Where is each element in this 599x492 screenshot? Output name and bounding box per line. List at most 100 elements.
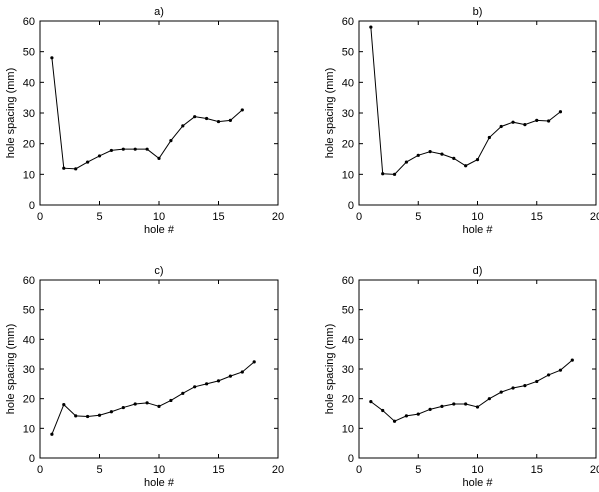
x-tick-label-b-0: 0 bbox=[356, 211, 362, 223]
y-tick-label-a-0: 0 bbox=[29, 200, 35, 212]
y-axis-label-a: hole spacing (mm) bbox=[5, 68, 17, 158]
data-point-c-14 bbox=[205, 382, 209, 386]
y-tick-label-d-50: 50 bbox=[342, 305, 354, 317]
x-tick-label-c-15: 15 bbox=[212, 464, 224, 476]
y-tick-label-b-40: 40 bbox=[342, 77, 354, 89]
y-tick-label-c-60: 60 bbox=[23, 275, 35, 287]
y-tick-label-b-60: 60 bbox=[342, 16, 354, 28]
data-point-c-5 bbox=[97, 413, 102, 417]
x-tick-label-d-20: 20 bbox=[590, 464, 599, 476]
x-axis-label-a: hole # bbox=[144, 224, 175, 236]
data-point-b-15 bbox=[535, 118, 539, 122]
y-tick-label-b-50: 50 bbox=[342, 47, 354, 59]
data-point-b-5 bbox=[416, 153, 420, 157]
data-point-d-5 bbox=[416, 412, 420, 416]
x-tick-label-b-5: 5 bbox=[415, 211, 421, 223]
x-axis-label-d: hole # bbox=[463, 477, 494, 489]
x-tick-label-c-10: 10 bbox=[153, 464, 165, 476]
data-point-c-12 bbox=[181, 391, 185, 395]
panel-a: 0 5 10 15 20 0 10 20 30 40 50 60 a) hole # hole spacin… bbox=[5, 6, 284, 236]
data-point-b-3 bbox=[392, 172, 397, 176]
data-point-a-6 bbox=[109, 148, 113, 153]
series-line-d bbox=[370, 359, 573, 422]
data-point-d-16 bbox=[547, 373, 551, 377]
plot-frame-a bbox=[39, 20, 279, 206]
data-point-a-7 bbox=[121, 147, 125, 151]
x-tick-label-a-20: 20 bbox=[272, 211, 284, 223]
y-tick-label-b-10: 10 bbox=[342, 169, 354, 181]
data-point-c-9 bbox=[145, 401, 149, 405]
y-tick-label-d-0: 0 bbox=[348, 453, 354, 465]
panel-title-a: a) bbox=[154, 6, 164, 18]
y-tick-label-a-40: 40 bbox=[23, 77, 35, 89]
panel-title-b: b) bbox=[473, 6, 483, 18]
x-tick-label-c-0: 0 bbox=[37, 464, 43, 476]
panel-c: 0 5 10 15 20 0 10 20 30 40 50 60 c) hole # hole spacin… bbox=[5, 265, 284, 489]
data-point-d-10 bbox=[475, 405, 480, 409]
data-point-c-1 bbox=[50, 432, 54, 436]
data-point-a-12 bbox=[181, 124, 185, 128]
data-point-a-15 bbox=[216, 119, 221, 124]
y-tick-label-b-20: 20 bbox=[342, 139, 354, 151]
data-point-c-13 bbox=[193, 385, 197, 389]
plot-frame-c bbox=[39, 279, 279, 459]
data-point-c-15 bbox=[216, 379, 221, 383]
data-point-a-9 bbox=[145, 147, 149, 151]
x-tick-label-d-5: 5 bbox=[415, 464, 421, 476]
data-point-c-10 bbox=[157, 404, 161, 408]
x-tick-label-a-15: 15 bbox=[212, 211, 224, 223]
y-tick-label-a-60: 60 bbox=[23, 16, 35, 28]
data-point-b-2 bbox=[381, 172, 385, 176]
y-tick-label-c-40: 40 bbox=[23, 334, 35, 346]
panel-d: 0 5 10 15 20 0 10 20 30 40 50 60 d) hole # hole spacin… bbox=[324, 265, 599, 489]
data-point-d-2 bbox=[381, 408, 385, 413]
y-tick-label-c-50: 50 bbox=[23, 305, 35, 317]
data-point-d-7 bbox=[440, 404, 444, 408]
data-point-d-11 bbox=[487, 397, 491, 401]
data-point-b-16 bbox=[547, 119, 551, 123]
data-point-c-18 bbox=[252, 360, 256, 364]
data-point-b-8 bbox=[452, 156, 456, 160]
x-tick-label-a-5: 5 bbox=[96, 211, 102, 223]
data-point-c-3 bbox=[74, 414, 78, 418]
x-tick-label-d-15: 15 bbox=[531, 464, 543, 476]
data-point-b-10 bbox=[475, 158, 480, 162]
data-point-b-13 bbox=[511, 120, 515, 124]
panel-title-c: c) bbox=[154, 265, 163, 277]
data-point-c-16 bbox=[228, 374, 232, 378]
y-axis-label-c: hole spacing (mm) bbox=[5, 324, 17, 414]
data-point-a-17 bbox=[240, 108, 244, 112]
x-tick-label-c-20: 20 bbox=[272, 464, 284, 476]
x-tick-label-c-5: 5 bbox=[96, 464, 102, 476]
y-tick-label-d-30: 30 bbox=[342, 364, 354, 376]
data-point-a-3 bbox=[74, 167, 78, 171]
data-point-b-17 bbox=[558, 110, 563, 114]
data-point-b-11 bbox=[487, 135, 491, 140]
y-axis-label-b: hole spacing (mm) bbox=[324, 68, 336, 158]
y-tick-label-c-20: 20 bbox=[23, 394, 35, 406]
data-point-a-10 bbox=[157, 156, 161, 160]
y-tick-label-d-60: 60 bbox=[342, 275, 354, 287]
y-tick-label-c-0: 0 bbox=[29, 453, 35, 465]
data-point-b-14 bbox=[523, 123, 527, 127]
data-point-d-15 bbox=[535, 379, 539, 384]
y-tick-label-a-20: 20 bbox=[23, 139, 35, 151]
data-point-c-11 bbox=[169, 398, 173, 403]
y-tick-label-d-40: 40 bbox=[342, 334, 354, 346]
data-point-a-5 bbox=[97, 154, 102, 158]
x-tick-label-a-0: 0 bbox=[37, 211, 43, 223]
data-point-b-1 bbox=[369, 25, 373, 29]
data-point-d-8 bbox=[452, 402, 456, 406]
data-point-a-4 bbox=[86, 160, 90, 164]
data-point-d-17 bbox=[558, 368, 563, 372]
y-tick-label-d-10: 10 bbox=[342, 423, 354, 435]
panel-title-d: d) bbox=[473, 265, 483, 277]
data-point-a-11 bbox=[169, 139, 173, 143]
data-point-d-13 bbox=[511, 386, 515, 390]
y-tick-label-c-10: 10 bbox=[23, 423, 35, 435]
x-axis-label-c: hole # bbox=[144, 477, 175, 489]
data-point-c-17 bbox=[240, 370, 244, 374]
data-point-a-16 bbox=[228, 118, 232, 122]
series-line-c bbox=[51, 361, 255, 435]
x-tick-label-b-20: 20 bbox=[590, 211, 599, 223]
